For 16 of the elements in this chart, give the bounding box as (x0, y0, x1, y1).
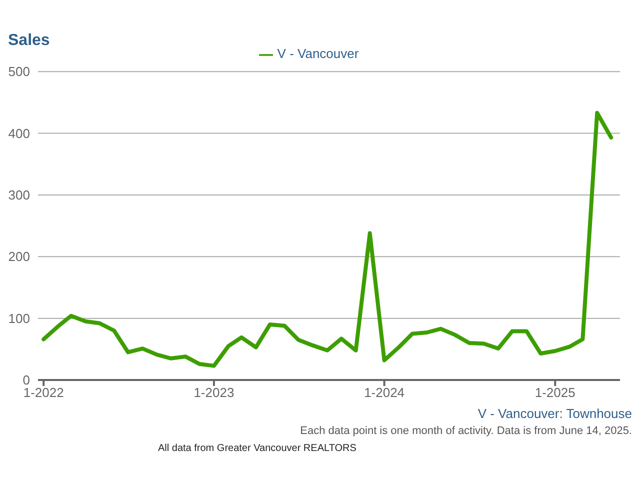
x-tick-label: 1-2022 (23, 385, 64, 400)
y-tick-label: 400 (8, 126, 30, 141)
line-series (42, 110, 614, 368)
text: All data from Greater Vancouver REALTORS (157, 443, 358, 454)
y-tick-label: 100 (8, 310, 30, 326)
x-tick-label: 1-2025 (534, 385, 576, 400)
y-tick-label: 0 (22, 372, 30, 388)
x-tick-label: 1-2023 (194, 385, 234, 400)
chart-title: Sales (8, 32, 50, 49)
y-tick-label: 300 (8, 188, 30, 203)
text: V - Vancouver: Townhouse (476, 406, 632, 421)
legend-label: V - Vancouver (277, 46, 359, 61)
y-tick-label: 200 (8, 249, 30, 264)
x-tick-label: 1-2024 (364, 385, 405, 400)
text: Each data point is one month of activity. Data is from June 14, 2025. (299, 425, 632, 437)
y-tick-label: 500 (8, 64, 30, 80)
